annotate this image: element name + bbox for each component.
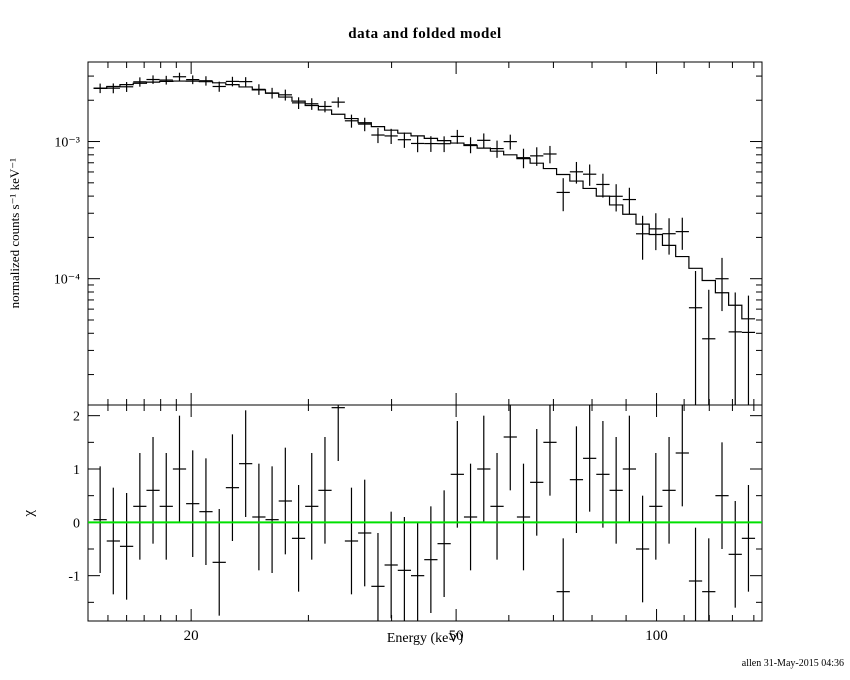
svg-text:2: 2 [73, 410, 80, 425]
svg-text:1: 1 [73, 463, 80, 478]
svg-text:50: 50 [449, 628, 464, 644]
svg-text:20: 20 [184, 628, 199, 644]
chart-title: data and folded model [348, 26, 502, 42]
svg-text:-1: -1 [68, 570, 80, 585]
y-axis-chi: χ [18, 405, 40, 621]
y-axis-label-counts: normalized counts s⁻¹ keV⁻¹ [7, 158, 22, 309]
y-axis-label-chi: χ [20, 509, 37, 517]
svg-text:100: 100 [645, 628, 668, 644]
svg-text:10⁻³: 10⁻³ [54, 136, 80, 151]
svg-text:0: 0 [73, 516, 80, 531]
svg-text:10⁻⁴: 10⁻⁴ [54, 273, 80, 288]
x-axis-label: Energy (keV) [386, 631, 464, 646]
y-axis-counts: normalized counts s⁻¹ keV⁻¹ [4, 62, 26, 405]
footer-credit: allen 31-May-2015 04:36 [741, 658, 844, 669]
